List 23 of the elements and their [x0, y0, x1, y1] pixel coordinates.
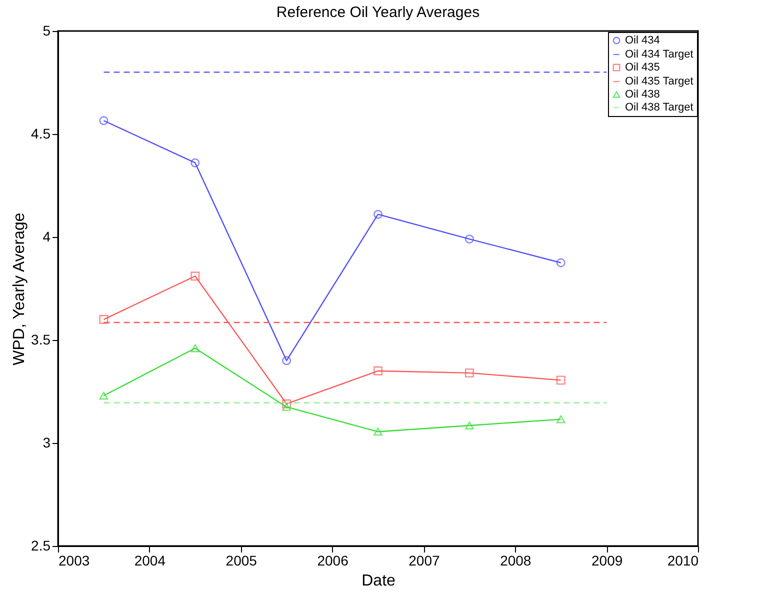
x-tick-label: 2007	[408, 552, 440, 568]
x-tick-label: 2005	[226, 552, 258, 568]
x-tick-label: 2003	[58, 552, 90, 568]
y-axis-title: WPD, Yearly Average	[11, 212, 28, 366]
x-tick-label: 2004	[134, 552, 166, 568]
y-tick-label: 2.5	[31, 538, 51, 554]
x-axis-title: Date	[362, 572, 396, 590]
y-tick-label: 3.5	[31, 332, 51, 348]
legend-label: Oil 435 Target	[625, 76, 694, 88]
legend-label: Oil 434	[625, 34, 660, 46]
legend-label: Oil 435	[625, 62, 660, 74]
x-tick-label: 2006	[317, 552, 349, 568]
y-tick-label: 3	[42, 434, 51, 450]
y-tick-label: 4	[42, 228, 51, 244]
x-tick-label: 2008	[500, 552, 532, 568]
chart-title: Reference Oil Yearly Averages	[276, 4, 480, 21]
x-tick-label: 2009	[591, 552, 623, 568]
legend-label: Oil 438 Target	[625, 102, 694, 114]
y-tick-label: 5	[42, 22, 51, 38]
y-tick-label: 4.5	[31, 126, 51, 142]
legend-label: Oil 434 Target	[625, 48, 694, 60]
legend-label: Oil 438	[625, 88, 660, 100]
x-tick-label: 2010	[667, 552, 699, 568]
